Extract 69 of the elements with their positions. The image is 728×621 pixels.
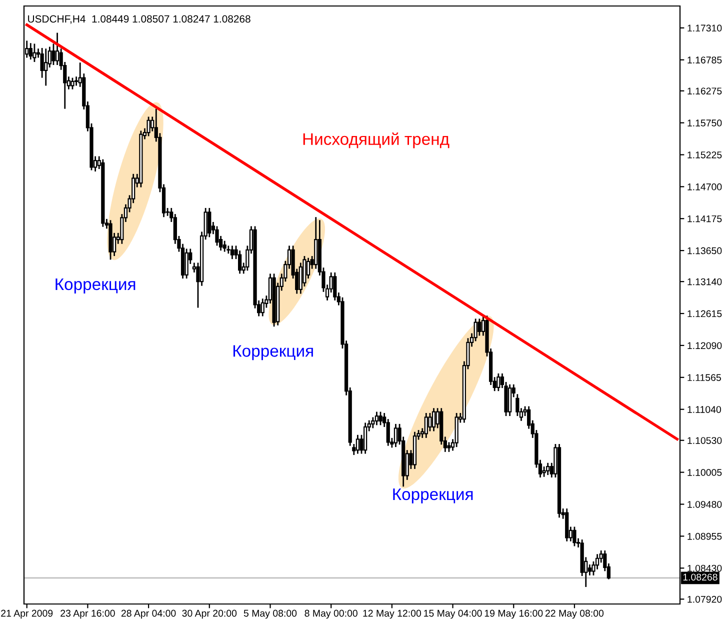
y-tick-label: 1.08430 xyxy=(688,564,722,572)
y-tick-label: 1.10530 xyxy=(688,437,722,444)
candlestick xyxy=(447,441,451,453)
candlestick xyxy=(28,42,32,60)
x-tick-label: 21 Apr 2009 xyxy=(1,610,53,619)
annotation: Коррекция xyxy=(393,488,473,504)
x-tick-label: 23 Apr 16:00 xyxy=(60,610,115,619)
candlestick xyxy=(508,384,512,417)
candlestick xyxy=(260,298,264,317)
y-tick-label: 1.13140 xyxy=(688,278,722,286)
candlestick xyxy=(378,411,382,426)
y-tick-label: 1.17310 xyxy=(688,24,722,32)
candlestick xyxy=(230,244,234,260)
candlestick xyxy=(222,240,226,252)
candlestick xyxy=(146,116,150,137)
annotation: Коррекция xyxy=(233,345,313,360)
candlestick xyxy=(55,32,60,66)
y-tick-label: 1.14700 xyxy=(688,183,722,190)
candlestick xyxy=(496,372,500,392)
y-tick-label: 1.15225 xyxy=(688,151,722,158)
candlestick xyxy=(394,423,398,448)
candlestick xyxy=(364,422,368,454)
y-tick-label: 1.09480 xyxy=(688,500,722,508)
candlestick xyxy=(424,412,428,439)
candlestick xyxy=(70,77,74,90)
y-tick-label: 1.12615 xyxy=(688,310,722,318)
candlestick xyxy=(432,407,436,432)
y-tick-label: 1.16785 xyxy=(688,56,722,64)
candlestick xyxy=(238,250,242,274)
candlestick xyxy=(374,411,379,426)
candlestick xyxy=(32,43,36,63)
candlestick xyxy=(208,207,212,238)
y-tick-label: 1.12090 xyxy=(688,342,722,350)
candlestick xyxy=(588,564,592,576)
x-tick-label: 15 May 04:00 xyxy=(424,610,482,619)
y-tick-label: 1.10005 xyxy=(688,469,722,476)
x-tick-label: 8 May 00:00 xyxy=(304,610,358,619)
candlestick xyxy=(74,76,78,86)
candlestick xyxy=(478,318,482,336)
candlestick xyxy=(542,466,546,478)
x-tick-label: 30 Apr 20:00 xyxy=(182,610,237,619)
candlestick xyxy=(44,48,48,86)
ref-line-label: 1.08268 xyxy=(683,574,718,581)
y-tick-label: 1.14175 xyxy=(688,215,722,222)
x-tick-label: 12 May 12:00 xyxy=(363,610,422,619)
candlestick xyxy=(306,257,310,280)
y-tick-label: 1.13650 xyxy=(688,247,722,254)
x-tick-label: 28 Apr 04:00 xyxy=(121,610,176,619)
candlestick xyxy=(356,434,360,454)
candlestick xyxy=(428,412,432,432)
y-tick-label: 1.11040 xyxy=(688,406,721,413)
candlestick xyxy=(52,43,56,66)
x-tick-label: 5 May 08:00 xyxy=(244,610,297,619)
candlestick xyxy=(184,248,188,280)
y-tick-label: 1.07920 xyxy=(688,596,722,603)
text: USDCHF,H4 1.08449 1.08507 1.08247 1.08268 xyxy=(28,15,250,24)
candlestick xyxy=(516,393,520,417)
y-tick-label: 1.08955 xyxy=(688,532,722,540)
y-tick-label: 1.15750 xyxy=(688,120,722,126)
x-tick-label: 19 May 16:00 xyxy=(484,610,543,619)
annotation: Нисходящий тренд xyxy=(303,132,450,148)
y-tick-label: 1.16275 xyxy=(688,88,722,94)
candlestick xyxy=(215,226,219,246)
x-tick-label: 22 May 08:00 xyxy=(546,610,604,619)
y-tick-label: 1.11565 xyxy=(688,374,721,382)
annotation: Коррекция xyxy=(56,278,136,294)
candlestick xyxy=(333,272,337,302)
candlestick xyxy=(572,526,576,547)
candlestick xyxy=(546,462,550,476)
